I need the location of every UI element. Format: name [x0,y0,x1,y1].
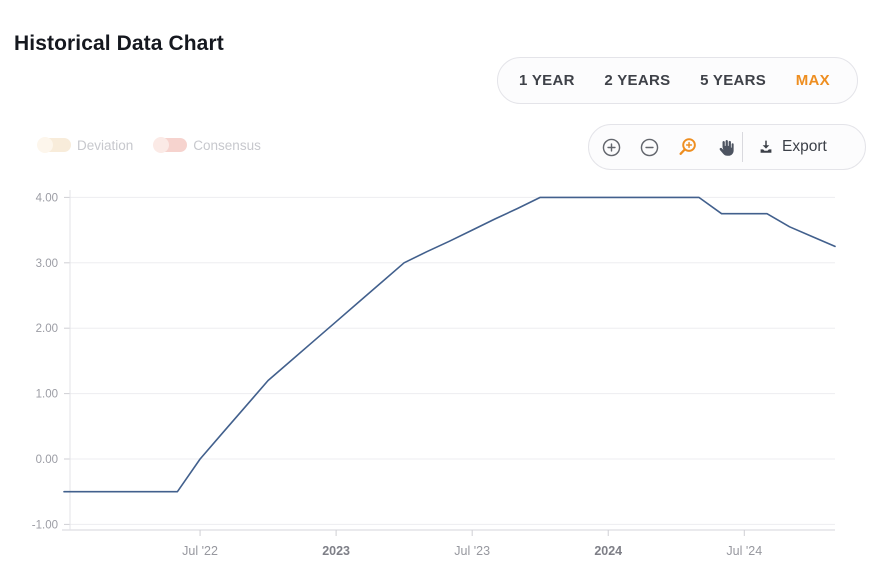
pan-hand-icon [719,139,734,156]
page-title: Historical Data Chart [14,32,224,56]
zoom-out-button[interactable] [637,135,661,159]
chart-toolbar: Export [588,124,866,170]
historical-series-line[interactable] [63,196,836,493]
range-button-2-years[interactable]: 2 YEARS [604,72,671,89]
zoom-out-icon [640,138,658,156]
legend-label-deviation: Deviation [77,137,134,153]
download-icon [760,140,772,153]
y-axis-label: -1.00 [32,519,58,531]
zoom-in-icon [602,138,620,156]
y-axis-label: 4.00 [36,192,58,204]
legend-item-consensus[interactable]: Consensus [153,137,261,153]
legend-item-deviation[interactable]: Deviation [37,137,134,153]
y-axis-label: 3.00 [36,258,58,270]
export-button[interactable]: Export [757,138,827,156]
x-axis-label: Jul '23 [454,544,490,558]
zoom-in-button[interactable] [599,135,623,159]
y-axis-label: 0.00 [36,454,58,466]
zoom-selection-icon [678,137,696,155]
legend-label-consensus: Consensus [193,137,261,153]
y-axis-label: 1.00 [36,389,58,401]
export-label: Export [782,138,827,155]
x-axis-label: 2024 [594,544,622,558]
range-selector: 1 YEAR 2 YEARS 5 YEARS MAX [497,57,858,104]
y-axis-label: 2.00 [36,323,58,335]
x-axis-label: Jul '22 [182,544,218,558]
consensus-toggle-icon [153,137,188,153]
deviation-toggle-icon [37,137,71,153]
x-axis-label: 2023 [322,544,350,558]
pan-button[interactable] [713,135,737,159]
range-button-max[interactable]: MAX [795,72,830,89]
range-button-1-year[interactable]: 1 YEAR [519,72,575,89]
x-axis-label: Jul '24 [726,544,762,558]
zoom-selection-button[interactable] [675,135,699,159]
chart-legend: Deviation Consensus [37,136,261,154]
range-button-5-years[interactable]: 5 YEARS [700,72,767,89]
toolbar-divider [742,132,743,162]
